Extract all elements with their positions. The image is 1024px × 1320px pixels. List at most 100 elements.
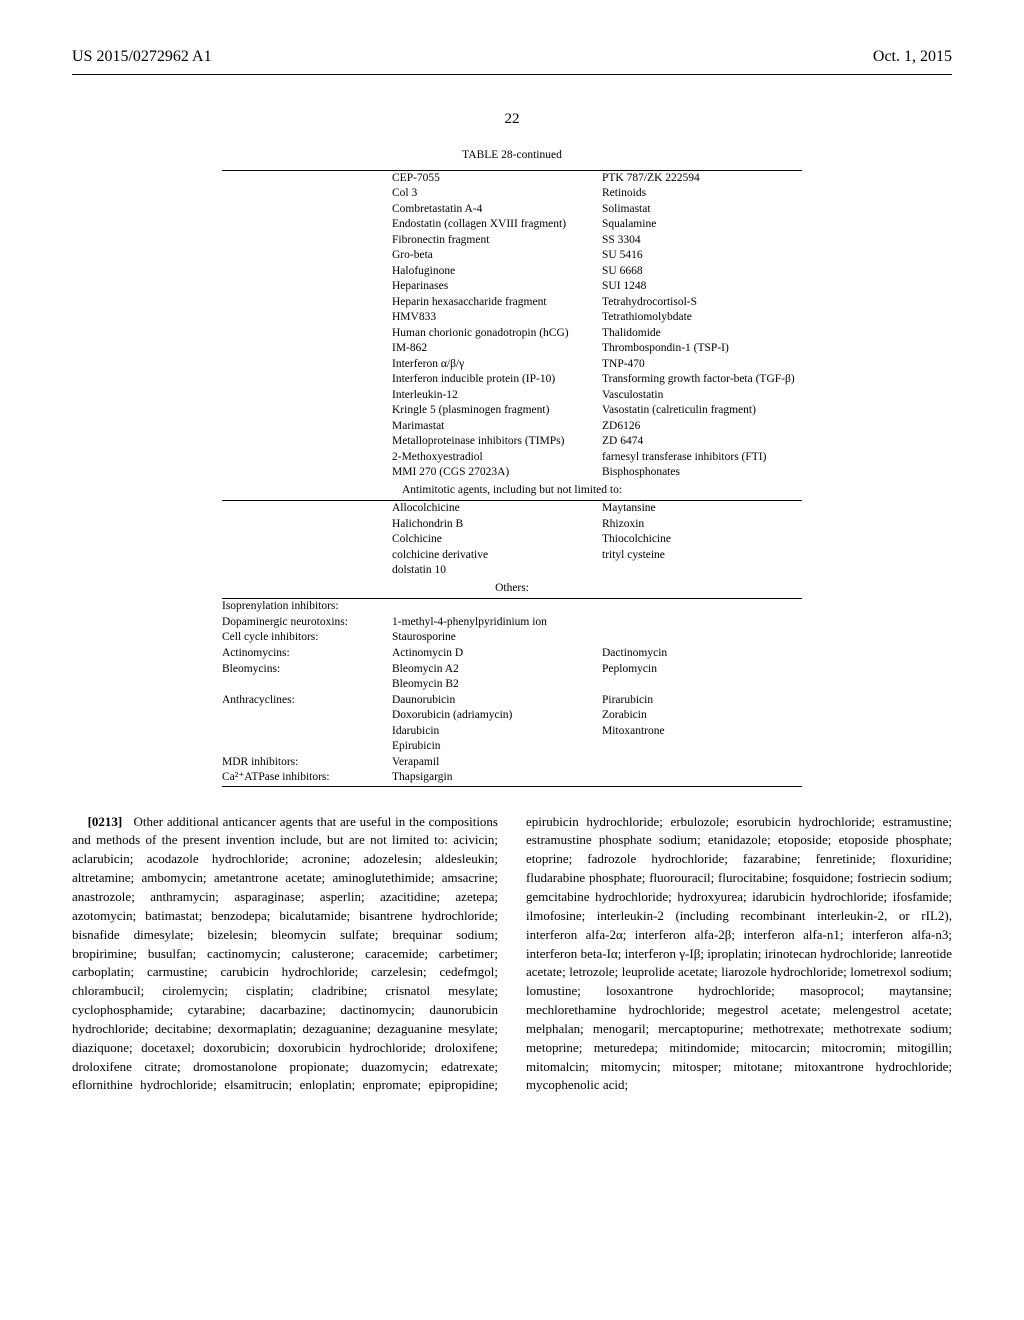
table-row: MMI 270 (CGS 27023A)Bisphosphonates: [222, 465, 802, 481]
table-cell: Bisphosphonates: [602, 465, 802, 481]
table-row: Combretastatin A-4Solimastat: [222, 202, 802, 218]
table-block-1: CEP-7055PTK 787/ZK 222594Col 3RetinoidsC…: [222, 171, 802, 481]
table-bottom-rule: [222, 786, 802, 787]
table-cell: Staurosporine: [392, 630, 602, 646]
table-cell: Endostatin (collagen XVIII fragment): [392, 217, 602, 233]
table-cell: Daunorubicin: [392, 693, 602, 709]
table-row: Cell cycle inhibitors:Staurosporine: [222, 630, 802, 646]
table-cell: SUI 1248: [602, 279, 802, 295]
table-cell: PTK 787/ZK 222594: [602, 171, 802, 187]
table-cell: Thrombospondin-1 (TSP-I): [602, 341, 802, 357]
table-row: Interferon inducible protein (IP-10)Tran…: [222, 372, 802, 388]
page-number: 22: [72, 111, 952, 128]
table-cell: [222, 450, 392, 466]
table-row: Epirubicin: [222, 739, 802, 755]
table-cell: [222, 419, 392, 435]
table-cell: Epirubicin: [392, 739, 602, 755]
table-cell: Zorabicin: [602, 708, 802, 724]
table-cell: Mitoxantrone: [602, 724, 802, 740]
table-cell: Interferon inducible protein (IP-10): [392, 372, 602, 388]
table-section-antimitotic: Antimitotic agents, including but not li…: [222, 481, 802, 501]
table-row: Halichondrin BRhizoxin: [222, 517, 802, 533]
table-cell: [392, 599, 602, 615]
table-row: Col 3Retinoids: [222, 186, 802, 202]
table-cell: SU 6668: [602, 264, 802, 280]
table-cell: Thiocolchicine: [602, 532, 802, 548]
table-cell: [602, 563, 802, 579]
table-cell: Interferon α/β/γ: [392, 357, 602, 373]
table-cell: Idarubicin: [392, 724, 602, 740]
table-cell: 2-Methoxyestradiol: [392, 450, 602, 466]
table-cell: [222, 465, 392, 481]
table-cell: Tetrahydrocortisol-S: [602, 295, 802, 311]
table-cell: Marimastat: [392, 419, 602, 435]
table-row: Gro-betaSU 5416: [222, 248, 802, 264]
table-cell: [222, 372, 392, 388]
table-cell: Rhizoxin: [602, 517, 802, 533]
table-cell: [222, 724, 392, 740]
table-cell: Tetrathiomolybdate: [602, 310, 802, 326]
table-cell: Bleomycins:: [222, 662, 392, 678]
table-cell: Fibronectin fragment: [392, 233, 602, 249]
table-cell: [602, 770, 802, 786]
table-cell: Solimastat: [602, 202, 802, 218]
table-cell: [222, 217, 392, 233]
table-cell: [222, 186, 392, 202]
table-row: Metalloproteinase inhibitors (TIMPs)ZD 6…: [222, 434, 802, 450]
table-cell: [602, 677, 802, 693]
table-row: MarimastatZD6126: [222, 419, 802, 435]
table-row: HeparinasesSUI 1248: [222, 279, 802, 295]
table-row: Kringle 5 (plasminogen fragment)Vasostat…: [222, 403, 802, 419]
table-cell: Actinomycins:: [222, 646, 392, 662]
table-cell: [222, 202, 392, 218]
table-cell: 1-methyl-4-phenylpyridinium ion: [392, 615, 602, 631]
table-cell: [222, 326, 392, 342]
table-row: dolstatin 10: [222, 563, 802, 579]
table-cell: Interleukin-12: [392, 388, 602, 404]
table-cell: Human chorionic gonadotropin (hCG): [392, 326, 602, 342]
table-cell: [222, 563, 392, 579]
table-cell: Heparin hexasaccharide fragment: [392, 295, 602, 311]
table-row: Anthracyclines:DaunorubicinPirarubicin: [222, 693, 802, 709]
table-cell: [222, 388, 392, 404]
table-cell: [222, 233, 392, 249]
table-cell: IM-862: [392, 341, 602, 357]
table-row: HalofuginoneSU 6668: [222, 264, 802, 280]
table-cell: [222, 171, 392, 187]
table-cell: Kringle 5 (plasminogen fragment): [392, 403, 602, 419]
paragraph-lead: Other additional anticancer agents that …: [72, 814, 498, 848]
table-row: 2-Methoxyestradiolfarnesyl transferase i…: [222, 450, 802, 466]
table-row: IM-862Thrombospondin-1 (TSP-I): [222, 341, 802, 357]
page-header: US 2015/0272962 A1 Oct. 1, 2015: [72, 48, 952, 66]
table-cell: Dactinomycin: [602, 646, 802, 662]
table-cell: ZD6126: [602, 419, 802, 435]
table-caption: TABLE 28-continued: [222, 148, 802, 164]
table-row: Human chorionic gonadotropin (hCG)Thalid…: [222, 326, 802, 342]
table-section-others: Others:: [222, 579, 802, 599]
table-cell: [602, 755, 802, 771]
table-row: Endostatin (collagen XVIII fragment)Squa…: [222, 217, 802, 233]
table-row: Bleomycins:Bleomycin A2Peplomycin: [222, 662, 802, 678]
table-row: Heparin hexasaccharide fragmentTetrahydr…: [222, 295, 802, 311]
table-cell: Colchicine: [392, 532, 602, 548]
table-cell: [222, 532, 392, 548]
table-cell: Anthracyclines:: [222, 693, 392, 709]
table-cell: [602, 615, 802, 631]
table-cell: Halichondrin B: [392, 517, 602, 533]
table-cell: Thalidomide: [602, 326, 802, 342]
table-cell: [222, 677, 392, 693]
header-rule: [72, 74, 952, 75]
table-row: IdarubicinMitoxantrone: [222, 724, 802, 740]
publication-number: US 2015/0272962 A1: [72, 48, 212, 66]
table-cell: [222, 248, 392, 264]
table-cell: Peplomycin: [602, 662, 802, 678]
table-cell: Dopaminergic neurotoxins:: [222, 615, 392, 631]
table-cell: Retinoids: [602, 186, 802, 202]
table-row: Fibronectin fragmentSS 3304: [222, 233, 802, 249]
table-cell: [602, 630, 802, 646]
table-cell: Doxorubicin (adriamycin): [392, 708, 602, 724]
table-cell: Vasostatin (calreticulin fragment): [602, 403, 802, 419]
table-cell: trityl cysteine: [602, 548, 802, 564]
table-cell: [222, 434, 392, 450]
table-cell: [222, 264, 392, 280]
